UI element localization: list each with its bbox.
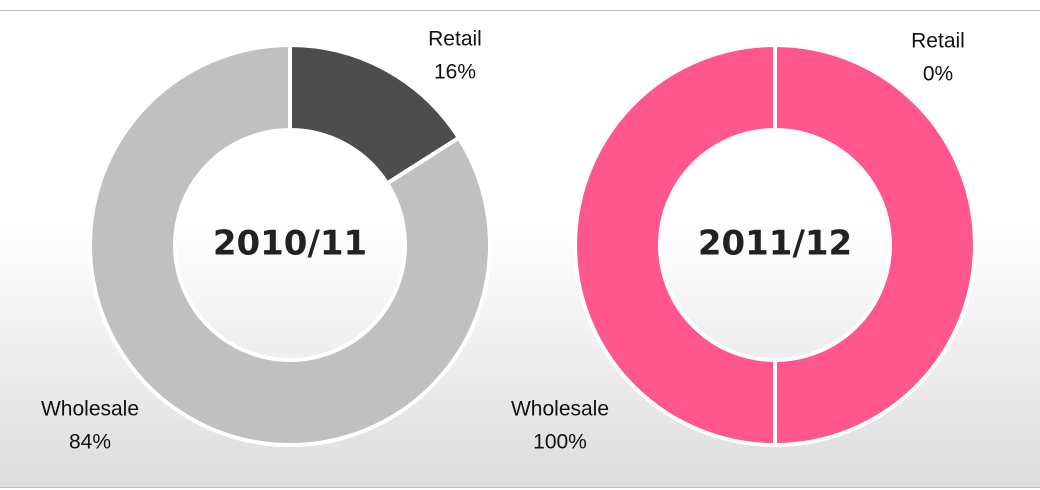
- donut-slice: [573, 42, 977, 448]
- slice-category-label: Retail: [428, 28, 482, 51]
- donut-center-label: 2010/11: [213, 224, 367, 264]
- donut-center-label: 2011/12: [698, 224, 852, 264]
- slice-value-label: 0%: [923, 63, 953, 86]
- slice-category-label: Retail: [911, 30, 965, 53]
- slice-value-label: 16%: [434, 61, 476, 84]
- slice-value-label: 84%: [69, 431, 111, 454]
- slice-category-label: Wholesale: [41, 398, 139, 421]
- slice-category-label: Wholesale: [511, 398, 609, 421]
- slice-value-label: 100%: [533, 431, 587, 454]
- donut-slice: [88, 42, 492, 447]
- donut-slice: [288, 42, 462, 187]
